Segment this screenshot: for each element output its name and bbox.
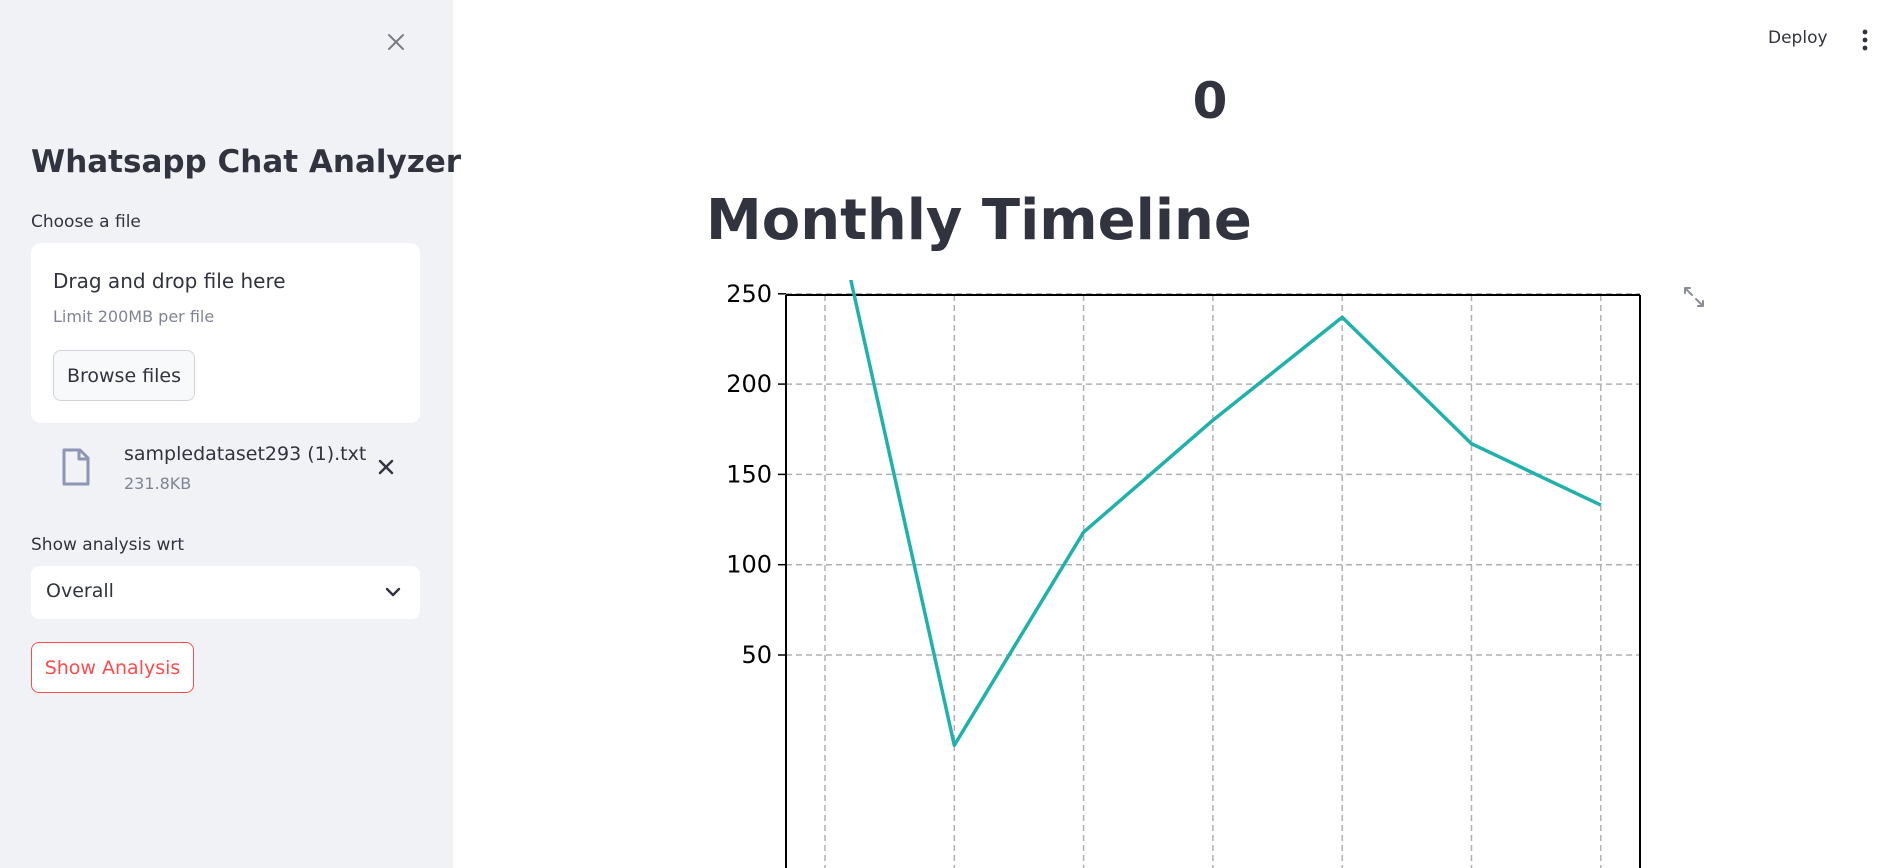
close-icon[interactable]	[384, 30, 408, 54]
file-name: sampledataset293 (1).txt	[124, 443, 367, 465]
fullscreen-icon[interactable]	[1682, 285, 1706, 309]
more-vertical-icon[interactable]	[1860, 28, 1870, 52]
y-tick-label: 50	[741, 641, 772, 669]
file-size: 231.8KB	[124, 474, 192, 493]
analysis-select-label: Show analysis wrt	[31, 535, 185, 555]
dropzone-instructions: Drag and drop file here	[53, 269, 286, 293]
file-icon	[61, 448, 91, 486]
series-line	[849, 280, 1602, 748]
uploaded-file: sampledataset293 (1).txt 231.8KB	[31, 435, 420, 505]
show-analysis-button[interactable]: Show Analysis	[31, 642, 194, 693]
file-uploader-label: Choose a file	[31, 212, 141, 232]
y-tick-label: 250	[726, 280, 772, 308]
close-icon[interactable]	[374, 455, 398, 479]
y-tick-label: 200	[726, 370, 772, 398]
y-tick-label: 100	[726, 551, 772, 579]
dropzone-limit: Limit 200MB per file	[53, 307, 215, 326]
sidebar-title: Whatsapp Chat Analyzer	[31, 144, 462, 180]
sidebar: Whatsapp Chat Analyzer Choose a file Dra…	[0, 0, 461, 868]
y-tick-label: 150	[726, 460, 772, 488]
deploy-button[interactable]: Deploy	[1768, 28, 1828, 48]
metric-value: 0	[1192, 72, 1228, 130]
select-value: Overall	[46, 580, 114, 602]
chevron-down-icon	[384, 583, 402, 601]
page-heading: Monthly Timeline	[706, 188, 1252, 253]
analysis-select[interactable]: Overall	[31, 566, 420, 619]
file-dropzone[interactable]: Drag and drop file here Limit 200MB per …	[31, 243, 420, 423]
monthly-timeline-chart: 50100150200250300	[726, 280, 1641, 868]
browse-files-button[interactable]: Browse files	[53, 350, 195, 401]
